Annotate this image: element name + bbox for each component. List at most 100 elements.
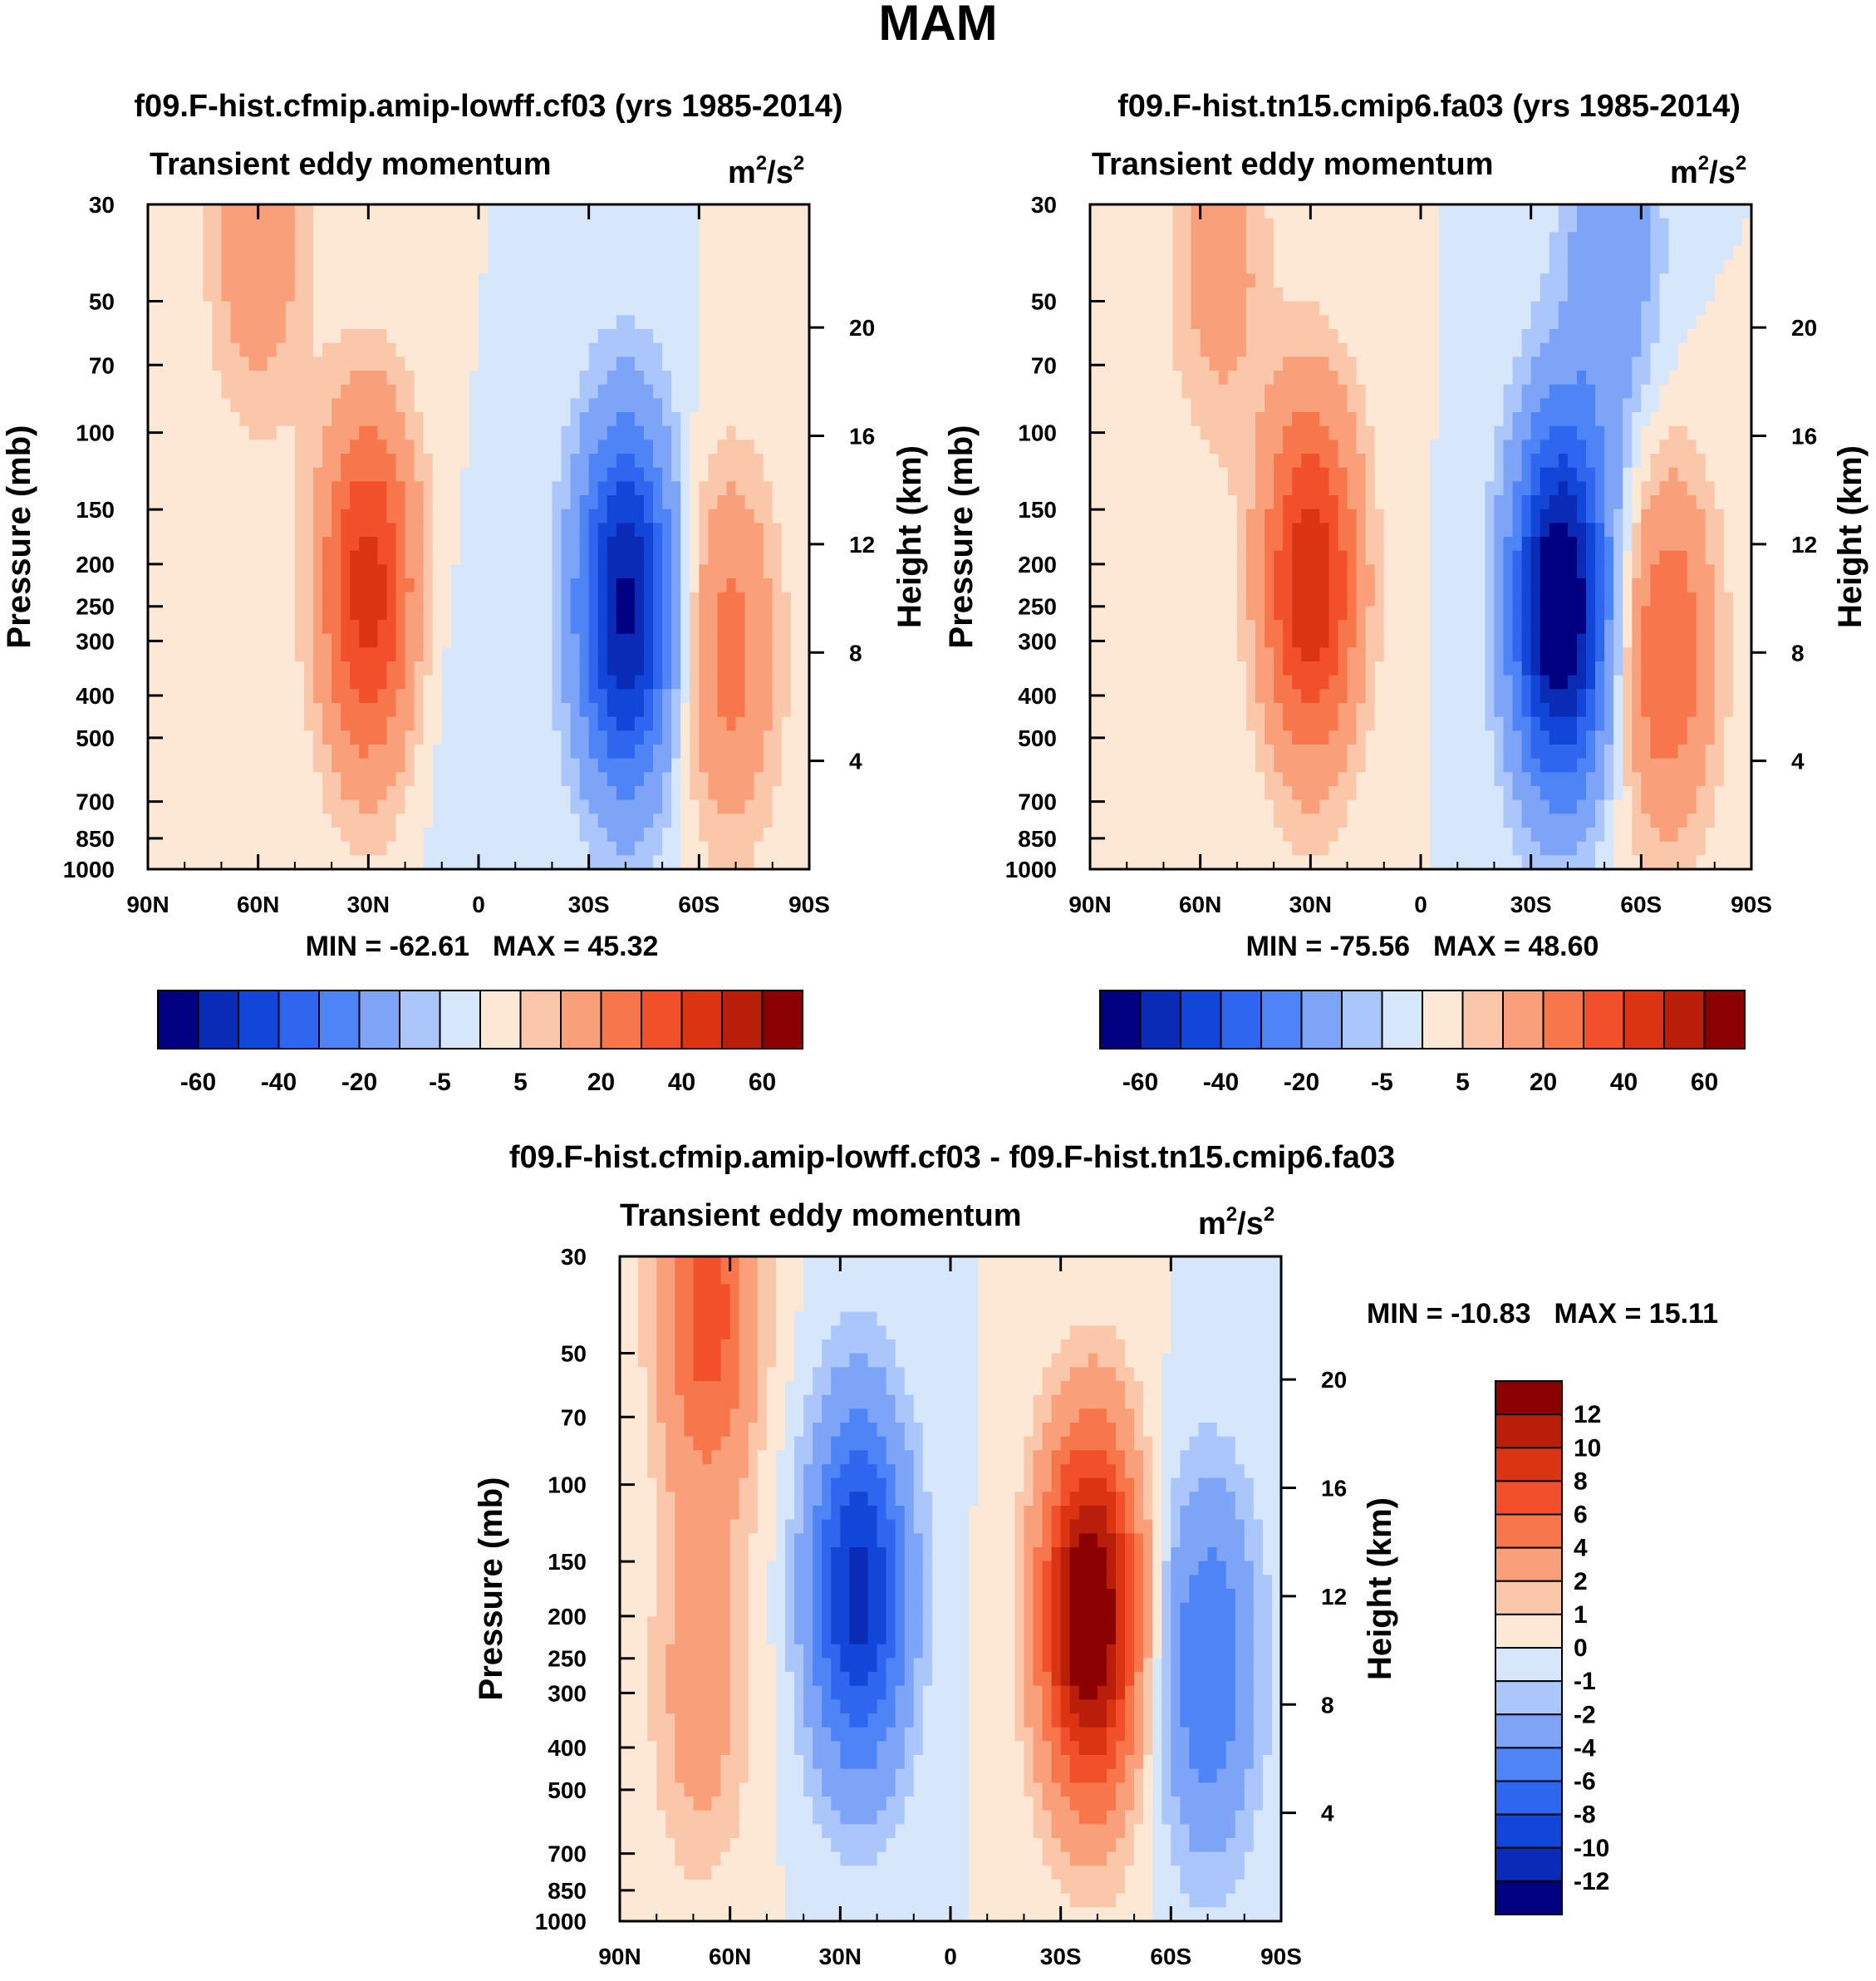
field-cell [1218, 259, 1229, 274]
field-cell [212, 716, 223, 731]
field-cell [1677, 218, 1688, 233]
field-cell [708, 786, 719, 801]
field-cell [341, 329, 351, 344]
field-cell [285, 772, 296, 787]
field-cell [754, 537, 764, 552]
field-cell [1117, 301, 1127, 316]
field-cell [644, 273, 654, 288]
field-cell [671, 495, 681, 510]
field-cell [331, 537, 341, 552]
field-cell [248, 412, 259, 427]
field-cell [588, 828, 599, 843]
field-cell [1466, 412, 1476, 427]
field-cell [524, 606, 534, 621]
field-cell [432, 232, 443, 247]
field-cell [533, 537, 543, 552]
field-cell [1283, 315, 1293, 330]
field-cell [680, 371, 690, 386]
field-cell [230, 647, 241, 662]
field-cell [459, 799, 470, 814]
field-cell [1558, 425, 1569, 440]
field-cell [395, 703, 406, 718]
field-cell [735, 481, 746, 496]
field-cell [479, 689, 489, 704]
field-cell [533, 592, 543, 607]
field-cell [1650, 288, 1661, 302]
field-cell [506, 675, 516, 690]
field-cell [386, 730, 397, 745]
field-cell [341, 246, 351, 261]
field-cell [221, 814, 232, 828]
field-cell [1439, 454, 1449, 469]
field-cell [368, 592, 378, 607]
field-cell [1392, 467, 1403, 482]
field-cell [239, 371, 250, 386]
field-cell [1632, 204, 1642, 219]
field-cell [1448, 425, 1458, 440]
field-cell [754, 647, 764, 662]
field-cell [423, 329, 434, 344]
field-cell [479, 495, 489, 510]
field-cell [1163, 246, 1174, 261]
field-cell [1604, 301, 1614, 316]
field-cell [625, 758, 636, 773]
field-cell [1696, 425, 1707, 440]
field-cell [543, 301, 553, 316]
field-cell [1457, 425, 1467, 440]
field-cell [717, 730, 728, 745]
field-cell [414, 537, 425, 552]
field-cell [175, 232, 185, 247]
field-cell [570, 620, 581, 635]
field-cell [1255, 218, 1265, 233]
field-cell [1255, 204, 1265, 219]
field-cell [441, 329, 452, 344]
field-cell [1586, 454, 1596, 469]
field-cell [423, 855, 434, 870]
field-cell [1236, 467, 1247, 482]
field-cell [175, 315, 185, 330]
field-cell [1604, 440, 1614, 455]
field-cell [322, 288, 332, 302]
field-cell [1191, 259, 1201, 274]
field-cell [368, 703, 378, 718]
field-cell [285, 855, 296, 870]
field-cell [763, 495, 773, 510]
field-cell [322, 259, 332, 274]
field-cell [708, 259, 719, 274]
field-cell [313, 425, 323, 440]
field-cell [341, 786, 351, 801]
field-cell [479, 550, 489, 565]
field-cell [1576, 315, 1587, 330]
field-cell [506, 301, 516, 316]
field-cell [157, 772, 167, 787]
field-cell [597, 814, 608, 828]
field-cell [1265, 412, 1274, 427]
field-cell [148, 371, 158, 386]
field-cell [1604, 315, 1614, 330]
field-cell [717, 356, 728, 371]
field-cell [230, 288, 241, 302]
field-cell [1723, 232, 1734, 247]
field-cell [1485, 232, 1495, 247]
field-cell [1705, 315, 1716, 330]
field-cell [386, 564, 397, 579]
field-cell [1623, 356, 1633, 371]
field-cell [644, 454, 654, 469]
field-cell [790, 675, 801, 690]
field-cell [772, 799, 783, 814]
field-cell [469, 246, 479, 261]
field-cell [754, 481, 764, 496]
field-cell [671, 425, 681, 440]
field-cell [744, 384, 755, 399]
field-cell [1200, 288, 1211, 302]
field-cell [479, 467, 489, 482]
field-cell [230, 315, 241, 330]
field-cell [1181, 371, 1192, 386]
field-cell [671, 814, 681, 828]
field-cell [1292, 301, 1302, 316]
field-cell [1356, 246, 1367, 261]
field-cell [230, 578, 241, 593]
field-cell [579, 384, 590, 399]
field-cell [1292, 440, 1302, 455]
field-cell [699, 425, 709, 440]
